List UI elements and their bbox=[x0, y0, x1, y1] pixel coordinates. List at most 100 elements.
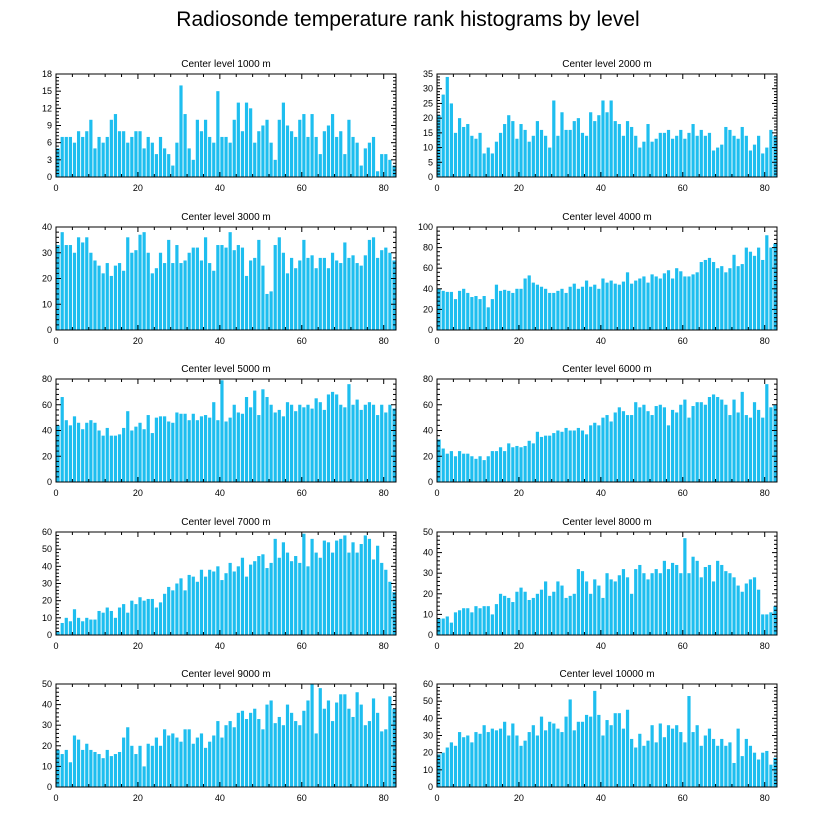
bar bbox=[384, 729, 388, 787]
bar bbox=[527, 141, 531, 177]
bar bbox=[761, 752, 765, 787]
bar bbox=[101, 142, 105, 177]
bar bbox=[113, 114, 118, 177]
x-tick-label: 20 bbox=[133, 641, 143, 651]
bar bbox=[175, 737, 179, 787]
bar bbox=[519, 745, 523, 787]
x-tick-label: 40 bbox=[596, 488, 606, 498]
y-tick-label: 30 bbox=[42, 248, 52, 258]
bar bbox=[613, 412, 617, 482]
y-tick-label: 30 bbox=[423, 731, 433, 741]
bar bbox=[335, 260, 339, 330]
bar bbox=[748, 150, 753, 177]
x-tick-label: 40 bbox=[215, 488, 225, 498]
bar bbox=[224, 725, 228, 787]
bar bbox=[93, 148, 97, 177]
bar bbox=[60, 622, 64, 635]
bars bbox=[437, 538, 777, 635]
y-tick-label: 0 bbox=[47, 477, 52, 487]
bar bbox=[646, 282, 650, 330]
bar bbox=[76, 131, 81, 177]
bar bbox=[515, 138, 519, 177]
bar bbox=[597, 115, 601, 177]
bar bbox=[544, 730, 548, 787]
bar bbox=[163, 416, 167, 482]
bar bbox=[670, 728, 675, 787]
bar bbox=[322, 409, 326, 482]
bar bbox=[273, 245, 277, 330]
bar bbox=[707, 564, 712, 635]
bar bbox=[511, 602, 515, 635]
bar bbox=[720, 399, 724, 482]
y-tick-label: 40 bbox=[42, 426, 52, 436]
bar bbox=[64, 420, 68, 482]
bar bbox=[68, 245, 72, 330]
bar bbox=[60, 136, 64, 177]
bar bbox=[449, 622, 453, 635]
bar bbox=[691, 124, 695, 177]
bar bbox=[601, 100, 605, 177]
bar bbox=[298, 562, 302, 635]
y-tick-label: 10 bbox=[42, 613, 52, 623]
bar bbox=[560, 112, 564, 177]
bar bbox=[138, 234, 142, 330]
plot-frame bbox=[436, 73, 778, 178]
bar bbox=[339, 131, 343, 177]
bar bbox=[179, 413, 183, 482]
bar bbox=[265, 397, 269, 482]
main-title: Radiosonde temperature rank histograms b… bbox=[176, 8, 640, 31]
bar bbox=[765, 614, 769, 635]
bar bbox=[535, 284, 540, 330]
bar bbox=[556, 290, 560, 330]
bar bbox=[273, 723, 277, 787]
bar bbox=[330, 252, 335, 330]
bar bbox=[564, 427, 568, 482]
bar bbox=[761, 614, 765, 635]
bar bbox=[675, 725, 679, 787]
bar bbox=[228, 417, 232, 483]
bar bbox=[253, 708, 257, 787]
y-tick-label: 3 bbox=[47, 155, 52, 165]
bar bbox=[56, 148, 60, 177]
bar bbox=[277, 237, 281, 330]
bar bbox=[535, 121, 540, 177]
bar bbox=[122, 427, 126, 482]
bar bbox=[560, 431, 564, 482]
bars bbox=[56, 684, 396, 787]
bar bbox=[158, 745, 163, 787]
bar bbox=[605, 282, 609, 330]
bar bbox=[191, 413, 195, 482]
x-tick-label: 0 bbox=[53, 793, 58, 803]
bar bbox=[584, 280, 589, 330]
bar bbox=[126, 411, 130, 482]
bar bbox=[646, 740, 650, 787]
bar bbox=[589, 112, 593, 177]
bar bbox=[613, 283, 617, 330]
bar bbox=[359, 409, 363, 482]
bar bbox=[658, 132, 662, 177]
bar bbox=[441, 448, 445, 482]
bar bbox=[171, 422, 175, 482]
bar bbox=[289, 257, 294, 330]
bar bbox=[687, 417, 691, 483]
bar bbox=[474, 732, 478, 787]
bar bbox=[630, 738, 634, 787]
bar bbox=[72, 735, 77, 787]
bar bbox=[539, 589, 544, 635]
bar bbox=[171, 263, 175, 330]
bar bbox=[732, 135, 736, 177]
bar bbox=[150, 745, 154, 787]
bar bbox=[363, 148, 367, 177]
bar bbox=[142, 766, 146, 787]
bar bbox=[138, 597, 142, 635]
x-tick-label: 0 bbox=[53, 488, 58, 498]
bar bbox=[470, 742, 474, 787]
bar bbox=[482, 725, 486, 787]
bar bbox=[679, 129, 683, 177]
panel-title: Center level 2000 m bbox=[562, 59, 652, 70]
bar bbox=[212, 270, 216, 330]
bar bbox=[638, 407, 642, 482]
bar bbox=[740, 756, 744, 787]
y-tick-label: 0 bbox=[47, 325, 52, 335]
bar bbox=[548, 595, 552, 635]
